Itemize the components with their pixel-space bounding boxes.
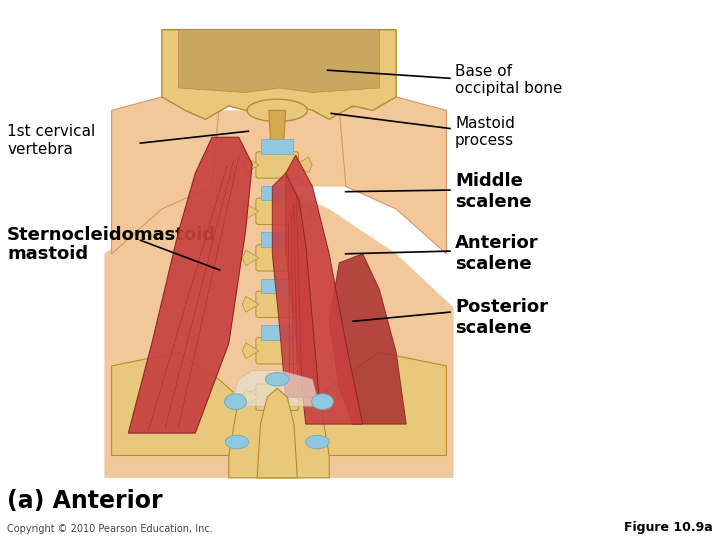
Polygon shape (179, 30, 379, 92)
Polygon shape (212, 110, 346, 186)
Polygon shape (296, 250, 312, 266)
Text: Middle
scalene: Middle scalene (455, 172, 531, 211)
Ellipse shape (266, 373, 289, 386)
Ellipse shape (312, 394, 333, 409)
Polygon shape (229, 370, 319, 406)
Polygon shape (339, 97, 446, 254)
Text: Figure 10.9a: Figure 10.9a (624, 521, 713, 534)
Bar (261, 139, 294, 154)
Ellipse shape (247, 99, 307, 122)
Polygon shape (242, 296, 258, 312)
Polygon shape (296, 296, 312, 312)
Text: 1st cervical
vertebra: 1st cervical vertebra (7, 124, 96, 157)
FancyBboxPatch shape (256, 338, 299, 364)
FancyBboxPatch shape (256, 291, 299, 318)
Bar (261, 186, 294, 200)
Text: mastoid: mastoid (7, 245, 89, 263)
Polygon shape (229, 384, 329, 478)
Text: Anterior
scalene: Anterior scalene (455, 234, 539, 273)
Text: Posterior
scalene: Posterior scalene (455, 298, 548, 337)
Polygon shape (112, 353, 239, 455)
Bar (261, 325, 294, 340)
Text: Base of
occipital bone: Base of occipital bone (455, 64, 562, 96)
Ellipse shape (225, 435, 248, 449)
Polygon shape (296, 389, 312, 405)
Polygon shape (162, 30, 396, 119)
Polygon shape (296, 157, 312, 173)
Polygon shape (329, 254, 406, 424)
Polygon shape (242, 343, 258, 359)
Text: Copyright © 2010 Pearson Education, Inc.: Copyright © 2010 Pearson Education, Inc. (7, 523, 213, 534)
Text: Sternocleidomastoid: Sternocleidomastoid (7, 226, 216, 244)
Polygon shape (296, 343, 312, 359)
Polygon shape (319, 353, 446, 455)
Ellipse shape (306, 435, 329, 449)
Polygon shape (269, 110, 286, 142)
Polygon shape (112, 97, 219, 254)
FancyBboxPatch shape (256, 152, 299, 178)
FancyBboxPatch shape (256, 198, 299, 225)
Bar (261, 279, 294, 293)
Polygon shape (286, 155, 363, 424)
Polygon shape (242, 204, 258, 219)
Text: (a) Anterior: (a) Anterior (7, 489, 163, 513)
Polygon shape (104, 110, 454, 478)
Polygon shape (257, 388, 297, 478)
Bar (261, 232, 294, 247)
Polygon shape (272, 173, 319, 397)
FancyBboxPatch shape (256, 245, 299, 271)
Polygon shape (128, 137, 252, 433)
Polygon shape (242, 389, 258, 405)
Ellipse shape (225, 394, 246, 409)
FancyBboxPatch shape (256, 384, 299, 410)
Polygon shape (242, 250, 258, 266)
Text: Mastoid
process: Mastoid process (455, 116, 515, 148)
Polygon shape (242, 157, 258, 173)
Polygon shape (296, 204, 312, 219)
